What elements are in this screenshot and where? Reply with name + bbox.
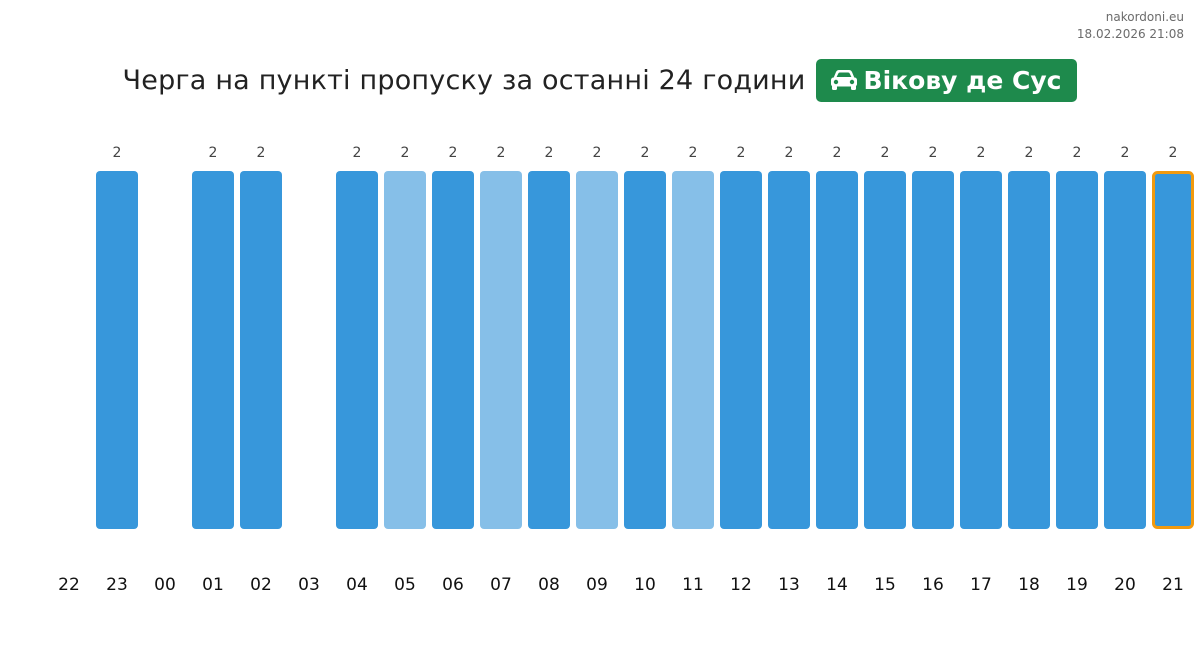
hour-label-19: 19 bbox=[1066, 575, 1088, 595]
value-label-17: 2 bbox=[977, 145, 986, 161]
hour-label-12: 12 bbox=[730, 575, 752, 595]
bar-05 bbox=[384, 171, 426, 529]
bar-19 bbox=[1056, 171, 1098, 529]
value-label-10: 2 bbox=[641, 145, 650, 161]
header: Черга на пункті пропуску за останні 24 г… bbox=[0, 58, 1200, 102]
value-label-11: 2 bbox=[689, 145, 698, 161]
hour-label-13: 13 bbox=[778, 575, 800, 595]
value-label-15: 2 bbox=[881, 145, 890, 161]
checkpoint-badge: Вікову де Сус bbox=[815, 58, 1078, 102]
bar-08 bbox=[528, 171, 570, 529]
hour-label-05: 05 bbox=[394, 575, 416, 595]
value-label-07: 2 bbox=[497, 145, 506, 161]
hour-label-02: 02 bbox=[250, 575, 272, 595]
chart-title: Черга на пункті пропуску за останні 24 г… bbox=[122, 64, 806, 96]
value-label-12: 2 bbox=[737, 145, 746, 161]
value-label-09: 2 bbox=[593, 145, 602, 161]
site-info: nakordoni.eu 18.02.2026 21:08 bbox=[1077, 9, 1184, 43]
hour-label-15: 15 bbox=[874, 575, 896, 595]
hour-label-23: 23 bbox=[106, 575, 128, 595]
hour-label-14: 14 bbox=[826, 575, 848, 595]
value-label-08: 2 bbox=[545, 145, 554, 161]
bar-13 bbox=[768, 171, 810, 529]
value-label-01: 2 bbox=[209, 145, 218, 161]
bar-07 bbox=[480, 171, 522, 529]
bar-02 bbox=[240, 171, 282, 529]
value-label-20: 2 bbox=[1121, 145, 1130, 161]
site-timestamp: 18.02.2026 21:08 bbox=[1076, 27, 1184, 41]
bar-10 bbox=[624, 171, 666, 529]
hour-label-21: 21 bbox=[1162, 575, 1184, 595]
bar-15 bbox=[864, 171, 906, 529]
hour-label-00: 00 bbox=[154, 575, 176, 595]
hour-label-17: 17 bbox=[970, 575, 992, 595]
value-label-18: 2 bbox=[1025, 145, 1034, 161]
bar-14 bbox=[816, 171, 858, 529]
hour-label-22: 22 bbox=[58, 575, 80, 595]
bar-01 bbox=[192, 171, 234, 529]
bar-11 bbox=[672, 171, 714, 529]
car-icon bbox=[830, 70, 857, 90]
value-label-16: 2 bbox=[929, 145, 938, 161]
bar-23 bbox=[96, 171, 138, 529]
hour-label-08: 08 bbox=[538, 575, 560, 595]
bar-09 bbox=[576, 171, 618, 529]
bar-17 bbox=[960, 171, 1002, 529]
value-label-06: 2 bbox=[449, 145, 458, 161]
bar-06 bbox=[432, 171, 474, 529]
value-label-02: 2 bbox=[257, 145, 266, 161]
bar-20 bbox=[1104, 171, 1146, 529]
value-label-19: 2 bbox=[1073, 145, 1082, 161]
hour-label-16: 16 bbox=[922, 575, 944, 595]
hour-label-09: 09 bbox=[586, 575, 608, 595]
hour-label-01: 01 bbox=[202, 575, 224, 595]
hour-label-06: 06 bbox=[442, 575, 464, 595]
value-label-05: 2 bbox=[401, 145, 410, 161]
bar-04 bbox=[336, 171, 378, 529]
site-domain[interactable]: nakordoni.eu bbox=[1105, 10, 1184, 24]
value-label-04: 2 bbox=[353, 145, 362, 161]
hour-label-03: 03 bbox=[298, 575, 320, 595]
value-label-13: 2 bbox=[785, 145, 794, 161]
hour-label-20: 20 bbox=[1114, 575, 1136, 595]
hour-label-18: 18 bbox=[1018, 575, 1040, 595]
bar-21 bbox=[1152, 171, 1194, 529]
value-label-23: 2 bbox=[113, 145, 122, 161]
bar-16 bbox=[912, 171, 954, 529]
hour-label-07: 07 bbox=[490, 575, 512, 595]
value-label-21: 2 bbox=[1169, 145, 1178, 161]
hour-label-11: 11 bbox=[682, 575, 704, 595]
value-label-14: 2 bbox=[833, 145, 842, 161]
checkpoint-name: Вікову де Сус bbox=[863, 65, 1062, 95]
hour-label-04: 04 bbox=[346, 575, 368, 595]
bar-18 bbox=[1008, 171, 1050, 529]
bar-12 bbox=[720, 171, 762, 529]
hour-label-10: 10 bbox=[634, 575, 656, 595]
